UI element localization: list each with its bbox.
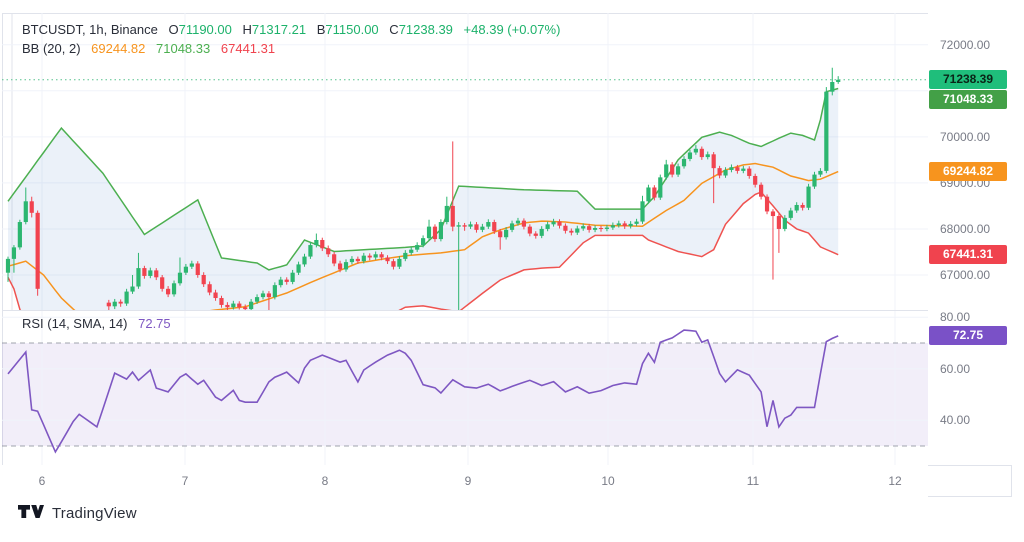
ohlc-close-letter: C [389,22,399,37]
rsi-band-fill [2,343,928,446]
time-axis[interactable]: 6 7 8 9 10 11 12 [2,465,928,497]
tradingview-attribution[interactable]: TradingView [18,505,137,522]
bb-fill [8,88,839,310]
price-label-badge: 67441.31 [929,245,1007,265]
time-axis-label: 7 [181,474,189,488]
rsi-line [7,329,839,454]
candles-layer [5,67,841,310]
time-axis-label: 9 [464,474,472,488]
bb-upper-value: 71048.33 [156,41,211,56]
ohlc-high-value: 71317.21 [251,22,307,37]
ohlc-open-letter: O [168,22,179,37]
rsi-axis-tick: 80.00 [940,310,971,325]
price-label-badge: 71238.39 [929,70,1007,90]
symbol-title: BTCUSDT, 1h, Binance [22,22,158,37]
tradingview-brand-text: TradingView [52,505,137,522]
price-axis-tick: 70000.00 [940,129,991,144]
time-axis-label: 10 [601,474,615,488]
time-axis-label: 6 [38,474,46,488]
price-axis-tick: 72000.00 [940,37,991,52]
rsi-label-badge: 72.75 [929,326,1007,346]
ohlc-low-value: 71150.00 [325,22,379,37]
ohlc-high-letter: H [242,22,252,37]
price-axis-tick: 67000.00 [940,268,991,282]
time-axis-label: 12 [888,474,902,488]
price-pane[interactable] [2,13,928,310]
bb-basis-line [7,162,839,310]
time-axis-label: 8 [321,474,329,488]
time-axis-label: 11 [746,474,760,488]
ohlc-low-letter: B [316,22,326,37]
bb-legend[interactable]: BB (20, 2) 69244.82 71048.33 67441.31 [22,41,282,56]
symbol-legend[interactable]: BTCUSDT, 1h, Binance O71190.00 H71317.21… [22,22,560,37]
rsi-legend[interactable]: RSI (14, SMA, 14) 72.75 [22,316,171,331]
tradingview-logo-icon [18,505,44,518]
price-axis-tick: 68000.00 [940,221,991,236]
bb-lower-line [7,191,839,310]
bb-label: BB (20, 2) [22,41,81,56]
rsi-label: RSI (14, SMA, 14) [22,316,128,331]
rsi-axis-tick: 40.00 [940,413,971,428]
pane-separator[interactable] [2,310,1012,311]
bb-basis-value: 69244.82 [91,41,146,56]
price-label-badge: 71048.33 [929,89,1007,109]
price-axis[interactable]: 72000.00 70000.00 69000.00 68000.00 67000.00… [928,13,1012,465]
rsi-axis-tick: 60.00 [940,361,971,376]
price-label-badge: 69244.82 [929,162,1007,182]
ohlc-open-value: 71190.00 [178,22,232,37]
bb-lower-value: 67441.31 [220,41,276,56]
rsi-pane[interactable] [2,310,928,465]
change-value: +48.39 (+0.07%) [463,22,561,37]
chart-widget [2,13,1012,497]
rsi-value: 72.75 [138,316,171,331]
ohlc-close-value: 71238.39 [398,22,453,37]
